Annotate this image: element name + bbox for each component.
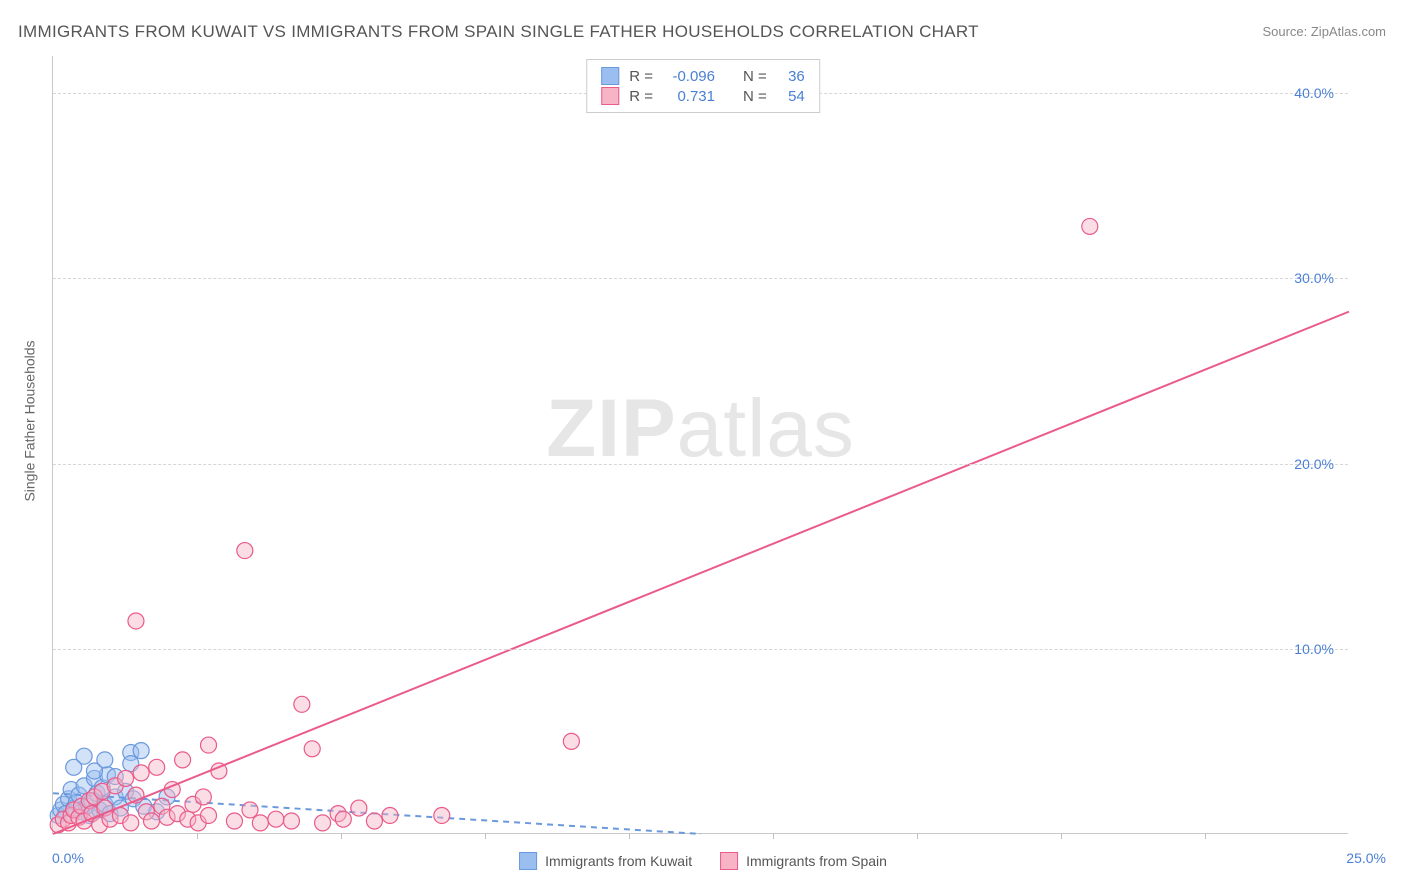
legend-item: Immigrants from Kuwait: [519, 852, 692, 870]
gridline: [53, 464, 1348, 465]
x-tick-mark: [197, 833, 198, 839]
data-point: [563, 733, 579, 749]
gridline: [53, 278, 1348, 279]
x-tick-mark: [917, 833, 918, 839]
stats-swatch: [601, 87, 619, 105]
y-tick-label: 40.0%: [1294, 85, 1334, 101]
stats-row: R = 0.731 N = 54: [601, 86, 805, 106]
data-point: [175, 752, 191, 768]
data-point: [252, 815, 268, 831]
stats-n-value: 54: [777, 88, 805, 105]
legend: Immigrants from Kuwait Immigrants from Sp…: [519, 852, 887, 870]
x-tick-mark: [485, 833, 486, 839]
data-point: [335, 811, 351, 827]
data-point: [97, 752, 113, 768]
data-point: [366, 813, 382, 829]
stats-r-value: 0.731: [663, 88, 715, 105]
x-tick-mark: [1061, 833, 1062, 839]
trend-line: [53, 312, 1349, 834]
legend-label: Immigrants from Spain: [746, 853, 887, 869]
y-tick-label: 30.0%: [1294, 270, 1334, 286]
data-point: [128, 613, 144, 629]
stats-r-label: R =: [629, 68, 653, 85]
data-point: [351, 800, 367, 816]
stats-box: R = -0.096 N = 36 R = 0.731 N = 54: [586, 59, 820, 113]
data-point: [237, 543, 253, 559]
stats-row: R = -0.096 N = 36: [601, 66, 805, 86]
data-point: [294, 696, 310, 712]
data-point: [434, 807, 450, 823]
legend-item: Immigrants from Spain: [720, 852, 887, 870]
y-axis-label: Single Father Households: [22, 340, 38, 501]
data-point: [201, 807, 217, 823]
chart-title: IMMIGRANTS FROM KUWAIT VS IMMIGRANTS FRO…: [18, 22, 979, 42]
legend-label: Immigrants from Kuwait: [545, 853, 692, 869]
source-attribution: Source: ZipAtlas.com: [1262, 24, 1386, 39]
stats-r-value: -0.096: [663, 68, 715, 85]
x-tick-mark: [1205, 833, 1206, 839]
data-point: [123, 815, 139, 831]
stats-n-label: N =: [743, 88, 767, 105]
data-point: [149, 759, 165, 775]
chart-svg: [53, 56, 1348, 833]
stats-r-label: R =: [629, 88, 653, 105]
data-point: [143, 813, 159, 829]
data-point: [226, 813, 242, 829]
data-point: [133, 765, 149, 781]
data-point: [382, 807, 398, 823]
data-point: [1082, 218, 1098, 234]
data-point: [268, 811, 284, 827]
stats-swatch: [601, 67, 619, 85]
data-point: [283, 813, 299, 829]
plot-area: ZIPatlas 10.0%20.0%30.0%40.0%: [52, 56, 1348, 834]
legend-swatch: [519, 852, 537, 870]
y-tick-label: 10.0%: [1294, 641, 1334, 657]
gridline: [53, 649, 1348, 650]
data-point: [315, 815, 331, 831]
data-point: [304, 741, 320, 757]
data-point: [118, 770, 134, 786]
x-tick-mark: [341, 833, 342, 839]
data-point: [195, 789, 211, 805]
data-point: [242, 802, 258, 818]
x-tick-mark: [773, 833, 774, 839]
x-tick-origin: 0.0%: [52, 850, 84, 866]
stats-n-value: 36: [777, 68, 805, 85]
x-tick-mark: [629, 833, 630, 839]
stats-n-label: N =: [743, 68, 767, 85]
y-tick-label: 20.0%: [1294, 456, 1334, 472]
x-tick-max: 25.0%: [1346, 850, 1386, 866]
data-point: [201, 737, 217, 753]
data-point: [133, 743, 149, 759]
y-axis-label-container: Single Father Households: [20, 0, 40, 842]
data-point: [76, 748, 92, 764]
legend-swatch: [720, 852, 738, 870]
